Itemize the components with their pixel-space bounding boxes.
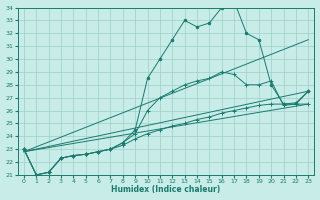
X-axis label: Humidex (Indice chaleur): Humidex (Indice chaleur)	[111, 185, 221, 194]
